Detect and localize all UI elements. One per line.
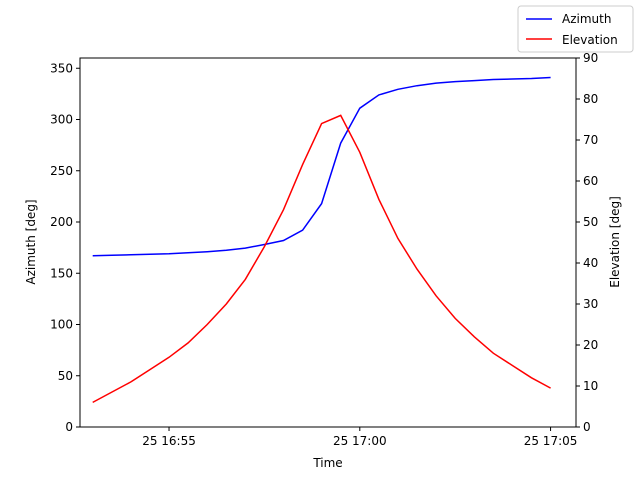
legend: Azimuth Elevation <box>517 5 634 53</box>
legend-label-elevation: Elevation <box>562 33 618 47</box>
y-left-tick-label: 200 <box>50 215 73 229</box>
x-tick-label: 25 17:00 <box>333 434 387 448</box>
x-axis-label: Time <box>312 456 342 470</box>
plot-frame <box>79 57 577 428</box>
y-right-tick-label: 0 <box>583 420 591 434</box>
legend-label-azimuth: Azimuth <box>562 12 611 26</box>
x-tick-label: 25 17:05 <box>524 434 578 448</box>
y-right-tick-label: 10 <box>583 379 598 393</box>
y-left-tick-label: 150 <box>50 266 73 280</box>
series-layer <box>92 76 551 404</box>
y-left-tick-label: 0 <box>65 420 73 434</box>
y-right-axis-label: Elevation [deg] <box>608 196 622 288</box>
y-left-tick-label: 250 <box>50 164 73 178</box>
y-right-tick-label: 40 <box>583 256 598 270</box>
y-right-tick-label: 60 <box>583 174 598 188</box>
y-left-axis-label: Azimuth [deg] <box>24 199 38 284</box>
y-left-tick-label: 100 <box>50 318 73 332</box>
y-right-tick-label: 50 <box>583 215 598 229</box>
y-right-tick-label: 80 <box>583 92 598 106</box>
y-left-tick-label: 50 <box>58 369 73 383</box>
y-right-tick-label: 70 <box>583 133 598 147</box>
y-left-tick-label: 350 <box>50 61 73 75</box>
x-axis-ticks: 25 16:55 25 17:00 25 17:05 <box>142 427 577 448</box>
y-left-axis-ticks: 0 50 100 150 200 250 300 350 <box>50 61 80 434</box>
y-right-axis-ticks: 0 10 20 30 40 50 60 70 80 90 <box>576 51 598 434</box>
series-line-elevation <box>92 114 551 404</box>
x-tick-label: 25 16:55 <box>142 434 196 448</box>
series-line-azimuth <box>92 76 551 257</box>
y-right-tick-label: 20 <box>583 338 598 352</box>
y-right-tick-label: 30 <box>583 297 598 311</box>
legend-box <box>517 5 634 53</box>
y-right-tick-label: 90 <box>583 51 598 65</box>
y-left-tick-label: 300 <box>50 113 73 127</box>
